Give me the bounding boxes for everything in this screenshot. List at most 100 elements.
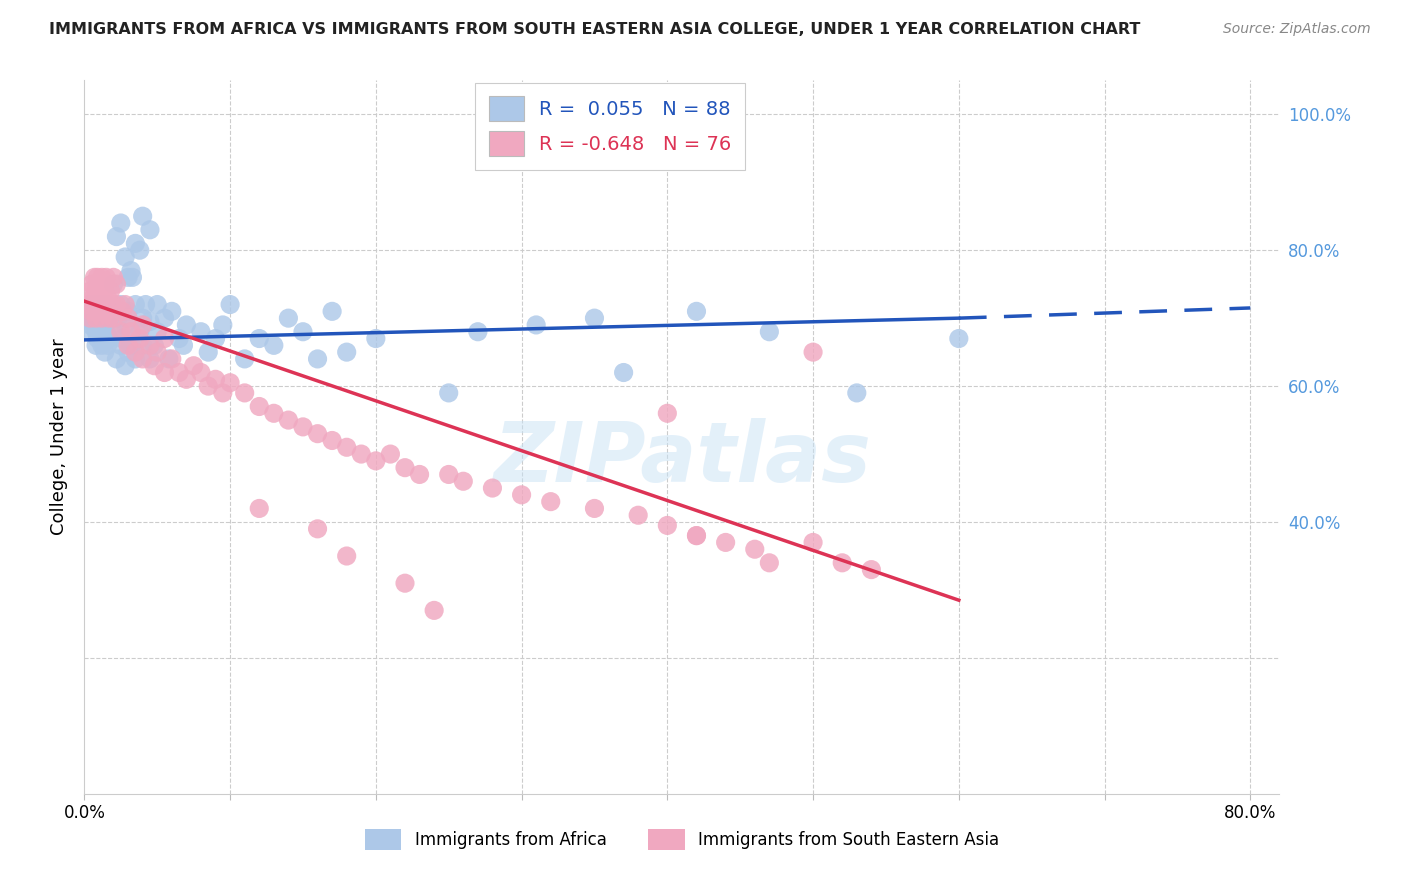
Point: [79, 318, 101, 332]
Point: [160, 351, 183, 366]
Point: [146, 345, 169, 359]
Point: [100, 284, 122, 298]
Point: [146, 297, 169, 311]
Point: [79, 311, 101, 326]
Point: [76, 311, 98, 326]
Point: [219, 376, 242, 390]
Point: [90, 338, 112, 352]
Point: [758, 325, 780, 339]
Point: [96, 270, 118, 285]
Point: [86, 297, 108, 311]
Point: [128, 325, 150, 339]
Point: [117, 345, 139, 359]
Point: [583, 501, 606, 516]
Point: [627, 508, 650, 523]
Point: [336, 440, 359, 454]
Point: [91, 304, 114, 318]
Point: [120, 263, 142, 277]
Point: [86, 318, 108, 332]
Point: [87, 304, 110, 318]
Point: [94, 284, 117, 298]
Point: [82, 314, 104, 328]
Point: [124, 297, 146, 311]
Point: [111, 332, 134, 346]
Point: [120, 325, 142, 339]
Point: [103, 311, 125, 326]
Point: [153, 366, 176, 380]
Point: [110, 325, 132, 339]
Point: [117, 338, 139, 352]
Point: [394, 460, 416, 475]
Point: [146, 325, 169, 339]
Point: [114, 318, 136, 332]
Point: [80, 325, 103, 339]
Point: [110, 338, 132, 352]
Point: [96, 325, 118, 339]
Point: [307, 426, 329, 441]
Point: [103, 270, 125, 285]
Point: [117, 270, 139, 285]
Point: [80, 311, 103, 326]
Point: [263, 338, 285, 352]
Point: [197, 379, 219, 393]
Text: Source: ZipAtlas.com: Source: ZipAtlas.com: [1223, 22, 1371, 37]
Point: [423, 603, 446, 617]
Point: [103, 325, 125, 339]
Point: [307, 351, 329, 366]
Point: [91, 318, 114, 332]
Point: [79, 297, 101, 311]
Point: [714, 535, 737, 549]
Point: [453, 475, 475, 489]
Point: [114, 297, 136, 311]
Point: [80, 277, 103, 292]
Point: [233, 351, 256, 366]
Point: [135, 297, 157, 311]
Point: [801, 535, 824, 549]
Point: [364, 454, 387, 468]
Point: [321, 304, 343, 318]
Point: [380, 447, 402, 461]
Point: [100, 308, 122, 322]
Point: [948, 332, 970, 346]
Point: [117, 304, 139, 318]
Point: [845, 385, 868, 400]
Point: [336, 549, 359, 563]
Point: [77, 304, 100, 318]
Point: [124, 351, 146, 366]
Point: [685, 528, 707, 542]
Point: [307, 522, 329, 536]
Point: [86, 332, 108, 346]
Point: [247, 501, 270, 516]
Point: [105, 229, 128, 244]
Text: ZIPatlas: ZIPatlas: [494, 418, 870, 499]
Point: [131, 351, 153, 366]
Point: [97, 314, 120, 328]
Point: [131, 318, 153, 332]
Point: [801, 345, 824, 359]
Point: [117, 311, 139, 326]
Point: [84, 338, 107, 352]
Point: [84, 311, 107, 326]
Point: [583, 311, 606, 326]
Point: [167, 366, 190, 380]
Point: [190, 366, 212, 380]
Point: [111, 304, 134, 318]
Point: [233, 385, 256, 400]
Point: [82, 291, 104, 305]
Point: [437, 385, 460, 400]
Point: [128, 332, 150, 346]
Point: [98, 311, 121, 326]
Point: [176, 372, 198, 386]
Point: [131, 209, 153, 223]
Point: [90, 311, 112, 326]
Point: [204, 332, 226, 346]
Point: [685, 304, 707, 318]
Y-axis label: College, Under 1 year: College, Under 1 year: [49, 339, 67, 535]
Point: [80, 304, 103, 318]
Point: [98, 332, 121, 346]
Point: [685, 528, 707, 542]
Point: [540, 494, 562, 508]
Point: [84, 325, 107, 339]
Point: [87, 304, 110, 318]
Point: [364, 332, 387, 346]
